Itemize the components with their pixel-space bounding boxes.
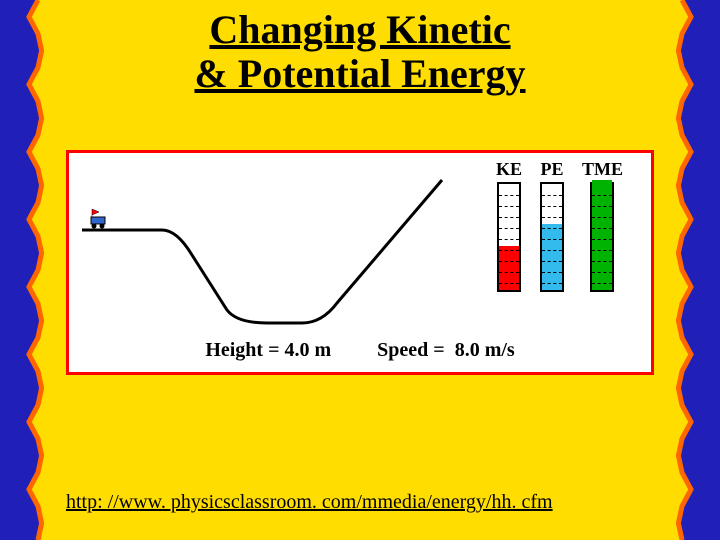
energy-bars: KE PE TME — [496, 159, 623, 292]
bar-gauge — [540, 182, 564, 292]
roller-coaster-track — [77, 175, 447, 325]
height-readout: Height = 4.0 m — [205, 339, 331, 362]
speed-label: Speed = — [377, 339, 445, 361]
bar-gauge — [497, 182, 521, 292]
title-line1: Changing Kinetic — [209, 7, 510, 52]
content-area: Changing Kinetic & Potential Energy KE PE… — [48, 0, 672, 540]
bar-label: KE — [496, 159, 522, 180]
energy-bar-ke: KE — [496, 159, 522, 292]
decorative-border-left — [0, 0, 48, 540]
bar-label: PE — [540, 159, 563, 180]
bar-gauge — [590, 182, 614, 292]
speed-value: 8.0 m/s — [455, 339, 515, 361]
bar-label: TME — [582, 159, 623, 180]
energy-bar-pe: PE — [540, 159, 564, 292]
height-value: 4.0 m — [284, 339, 331, 361]
readouts: Height = 4.0 m Speed = 8.0 m/s — [69, 339, 651, 362]
bar-fill — [499, 246, 519, 290]
speed-readout: Speed = 8.0 m/s — [377, 339, 515, 362]
height-label: Height = — [205, 339, 279, 361]
energy-bar-tme: TME — [582, 159, 623, 292]
border-right-svg — [672, 0, 720, 540]
bar-fill — [592, 180, 612, 290]
page-title: Changing Kinetic & Potential Energy — [48, 8, 672, 96]
source-link[interactable]: http: //www. physicsclassroom. com/mmedi… — [66, 491, 553, 514]
energy-figure: KE PE TME Height = 4.0 m Speed = 8.0 m/s — [66, 150, 654, 375]
bar-fill — [542, 224, 562, 290]
border-left-svg — [0, 0, 48, 540]
decorative-border-right — [672, 0, 720, 540]
title-line2: & Potential Energy — [194, 51, 525, 96]
slide: Changing Kinetic & Potential Energy KE PE… — [0, 0, 720, 540]
